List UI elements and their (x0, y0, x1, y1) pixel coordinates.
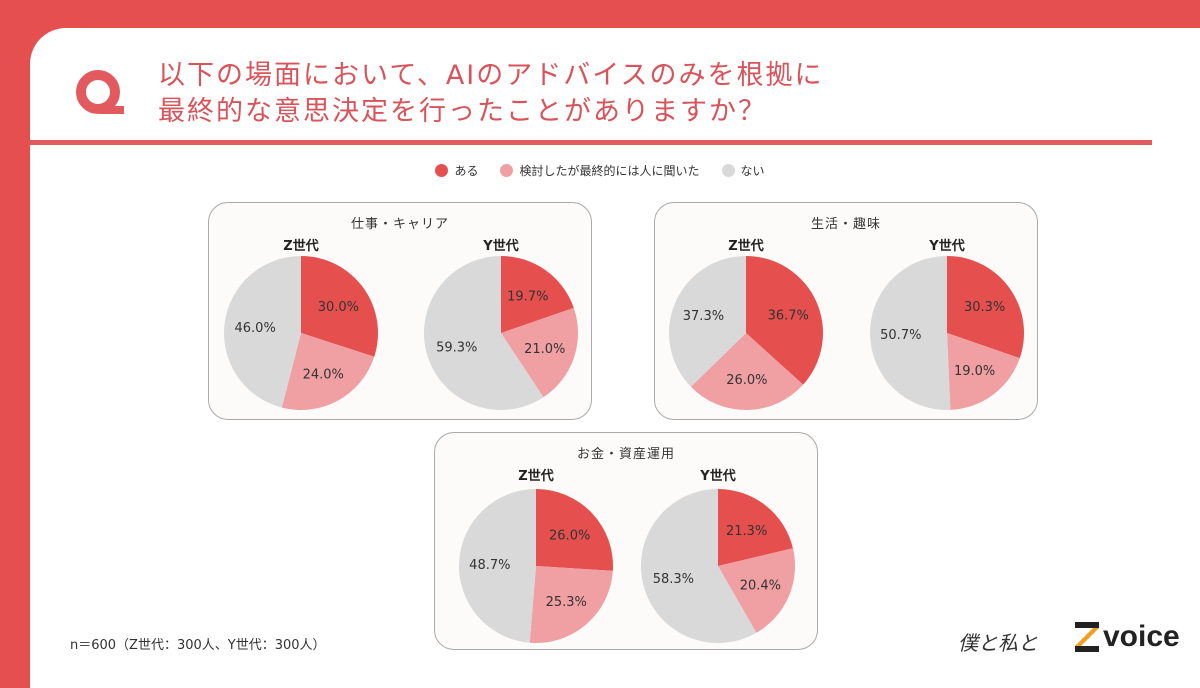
legend: ある 検討したが最終的には人に聞いた ない (0, 162, 1200, 179)
sample-size-note: n＝600（Z世代：300人、Y世代：300人） (70, 638, 326, 653)
title-divider (30, 140, 1152, 145)
pie-slice-consulted (947, 333, 1020, 410)
pie-data-label: 58.3% (653, 572, 694, 587)
pie-slice-yes (536, 489, 613, 571)
pie-slice-consulted (281, 333, 375, 410)
pie-data-label: 36.7% (768, 308, 809, 323)
gen-label-z: Z世代 (283, 239, 319, 254)
panel-money-investment: お金・資産運用 Z世代 Y世代 26.0% 25.3% 48.7% 21.3% 20.… (434, 432, 818, 650)
pie-chart-money-z: 26.0% 25.3% 48.7% (459, 489, 613, 643)
pie-slice-yes (501, 256, 574, 333)
panel-life-hobby: 生活・趣味 Z世代 Y世代 36.7% 26.0% 37.3% 30.3% 19.0%… (654, 202, 1038, 420)
pie-data-label: 30.3% (964, 300, 1005, 315)
pie-slice-consulted (718, 548, 795, 633)
legend-swatch (435, 164, 449, 177)
pie-data-label: 59.3% (436, 340, 477, 355)
gen-label-z: Z世代 (728, 239, 764, 254)
pie-slice-no (641, 489, 757, 643)
title-line-2: 最終的な意思決定を行ったことがありますか？ (158, 96, 767, 127)
gen-label-y: Y世代 (929, 239, 965, 254)
zvoice-logo: voice (1075, 620, 1180, 654)
brand-name: voice (1103, 620, 1180, 653)
z-logo-icon (1075, 622, 1099, 652)
panel-work-career: 仕事・キャリア Z世代 Y世代 30.0% 24.0% 46.0% 19.7% 21.… (208, 202, 592, 420)
pie-chart-work-z: 30.0% 24.0% 46.0% (224, 256, 378, 410)
panel-title: 仕事・キャリア (350, 217, 449, 232)
pie-data-label: 46.0% (235, 321, 276, 336)
legend-swatch (500, 164, 514, 177)
pie-slice-yes (947, 256, 1024, 359)
pie-data-label: 26.0% (549, 528, 590, 543)
legend-label: 検討したが最終的には人に聞いた (519, 164, 700, 178)
pie-slice-no (869, 256, 951, 410)
handwritten-logo: 僕と私と (958, 631, 1038, 655)
pie-slice-no (459, 489, 536, 643)
pie-chart-work-y: 19.7% 21.0% 59.3% (424, 256, 578, 410)
pie-slice-no (669, 256, 746, 387)
legend-swatch (721, 164, 735, 177)
pie-slice-consulted (690, 333, 804, 410)
pie-data-label: 37.3% (683, 309, 724, 324)
pie-data-label: 21.0% (524, 342, 565, 357)
legend-item-no: ない (721, 162, 765, 179)
pie-chart-money-y: 21.3% 20.4% 58.3% (641, 489, 795, 643)
pie-data-label: 21.3% (726, 524, 767, 539)
pie-slice-consulted (501, 307, 578, 398)
gen-label-z: Z世代 (518, 469, 554, 484)
legend-label: ない (740, 164, 765, 178)
panel-title: お金・資産運用 (576, 447, 675, 462)
pie-data-label: 20.4% (740, 578, 781, 593)
legend-item-consulted: 検討したが最終的には人に聞いた (500, 162, 700, 179)
pie-chart-life-z: 36.7% 26.0% 37.3% (669, 256, 823, 410)
page-title: 以下の場面において、AIのアドバイスのみを根拠に 最終的な意思決定を行ったことが… (158, 58, 823, 130)
pie-slice-yes (718, 489, 793, 566)
legend-item-yes: ある (435, 162, 478, 179)
title-line-1: 以下の場面において、AIのアドバイスのみを根拠に (158, 60, 824, 91)
legend-label: ある (454, 164, 479, 178)
pie-data-label: 30.0% (318, 300, 359, 315)
pie-slice-no (424, 256, 544, 410)
panel-title: 生活・趣味 (810, 217, 881, 232)
pie-slice-no (224, 256, 301, 408)
pie-data-label: 24.0% (303, 367, 344, 382)
pie-data-label: 26.0% (726, 373, 767, 388)
pie-chart-life-y: 30.3% 19.0% 50.7% (869, 256, 1024, 410)
pie-slice-yes (746, 256, 823, 385)
pie-slice-yes (301, 256, 378, 357)
pie-slice-consulted (529, 566, 613, 643)
pie-data-label: 50.7% (880, 328, 921, 343)
gen-label-y: Y世代 (700, 469, 736, 484)
pie-data-label: 48.7% (469, 558, 510, 573)
pie-data-label: 25.3% (546, 595, 587, 610)
pie-data-label: 19.0% (954, 364, 995, 379)
q-icon (76, 70, 124, 114)
pie-data-label: 19.7% (507, 289, 548, 304)
gen-label-y: Y世代 (483, 239, 519, 254)
